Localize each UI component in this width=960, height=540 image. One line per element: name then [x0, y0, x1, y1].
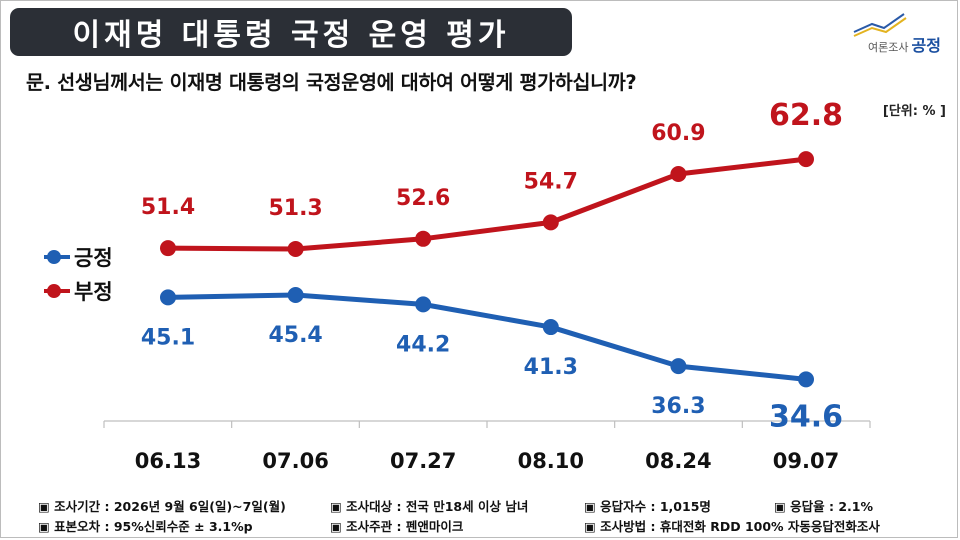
data-label: 45.4	[268, 323, 322, 348]
data-point	[160, 289, 176, 306]
footer-row-2: ▣ 표본오차 : 95%신뢰수준 ± 3.1%p ▣ 조사주관 : 펜앤마이크 …	[38, 516, 938, 536]
data-label: 62.8	[769, 98, 843, 133]
page-title: 이재명 대통령 국정 운영 평가	[72, 18, 510, 53]
footer-respondents: ▣ 응답자수 : 1,015명	[584, 499, 711, 514]
data-point	[415, 230, 432, 247]
data-point	[287, 240, 304, 257]
footer-sponsor: ▣ 조사주관 : 펜앤마이크	[330, 519, 464, 534]
data-label: 45.1	[141, 325, 195, 350]
data-point	[798, 371, 814, 388]
x-tick-label: 07.27	[390, 449, 456, 473]
data-label: 52.6	[396, 186, 450, 211]
x-tick-label: 09.07	[773, 449, 839, 473]
data-point	[542, 319, 559, 336]
footer-margin-of-error: ▣ 표본오차 : 95%신뢰수준 ± 3.1%p	[38, 519, 253, 534]
data-label: 51.4	[141, 195, 195, 220]
logo-small-text: 여론조사	[868, 41, 909, 54]
data-label: 44.2	[396, 332, 450, 357]
legend-label-positive: 긍정	[74, 246, 113, 270]
data-label: 36.3	[651, 394, 705, 419]
title-banner: 이재명 대통령 국정 운영 평가	[10, 8, 572, 56]
data-point	[670, 165, 687, 182]
series-line-negative	[165, 156, 809, 252]
data-label: 51.3	[268, 196, 322, 221]
data-label: 41.3	[524, 355, 578, 380]
logo-brand-text: 공정	[911, 36, 941, 55]
survey-footer: ▣ 조사기간 : 2026년 9월 6일(일)~7일(월) ▣ 조사대상 : 전…	[38, 496, 938, 536]
x-tick-label: 08.10	[518, 449, 584, 473]
brand-logo-icon	[853, 13, 907, 37]
x-tick-label: 08.24	[645, 449, 711, 473]
brand-logo-text: 여론조사 공정	[868, 32, 941, 56]
footer-period: ▣ 조사기간 : 2026년 9월 6일(일)~7일(월)	[38, 499, 286, 514]
series-line-positive	[165, 292, 809, 382]
survey-question: 문. 선생님께서는 이재명 대통령의 국정운영에 대하여 어떻게 평가하십니까?	[26, 71, 637, 94]
data-point	[287, 287, 304, 304]
chart-legend: 긍정 부정	[44, 240, 113, 308]
data-point	[670, 358, 687, 375]
footer-response-rate: ▣ 응답율 : 2.1%	[774, 499, 874, 514]
legend-swatch-negative	[44, 284, 70, 298]
data-point	[798, 151, 814, 168]
data-label: 60.9	[651, 121, 705, 146]
data-point	[160, 240, 176, 257]
legend-item-positive: 긍정	[44, 240, 113, 274]
legend-item-negative: 부정	[44, 274, 113, 308]
legend-swatch-positive	[44, 250, 70, 264]
footer-method: ▣ 조사방법 : 휴대전화 RDD 100% 자동응답전화조사	[584, 519, 880, 534]
data-point	[542, 214, 559, 231]
data-label: 34.6	[769, 399, 843, 434]
x-tick-label: 07.06	[262, 449, 328, 473]
x-tick-label: 06.13	[135, 449, 201, 473]
footer-row-1: ▣ 조사기간 : 2026년 9월 6일(일)~7일(월) ▣ 조사대상 : 전…	[38, 496, 938, 516]
data-point	[415, 296, 432, 313]
footer-target: ▣ 조사대상 : 전국 만18세 이상 남녀	[330, 499, 529, 514]
unit-label: [단위: % ]	[882, 104, 946, 119]
legend-label-negative: 부정	[74, 280, 113, 304]
data-label: 54.7	[524, 169, 578, 194]
